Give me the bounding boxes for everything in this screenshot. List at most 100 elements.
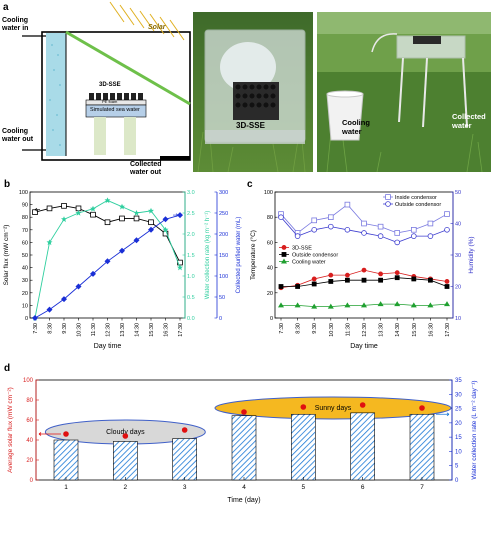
plot-frame bbox=[29, 191, 186, 319]
y-tick-label: 80 bbox=[22, 215, 28, 221]
cooling-water-out-label: Cooling water out bbox=[2, 128, 34, 143]
data-point bbox=[427, 302, 434, 308]
y-tick-label: 70 bbox=[22, 228, 28, 234]
y-tick-label: 20 bbox=[22, 291, 28, 297]
y-tick-label: 2.0 bbox=[187, 232, 195, 238]
y-tick-label: 100 bbox=[264, 190, 273, 196]
data-point bbox=[378, 271, 383, 277]
data-point bbox=[361, 220, 367, 227]
data-point bbox=[377, 233, 384, 239]
data-point bbox=[378, 277, 383, 283]
chart-b: b 7:30 8:30 9:30 10:30 11:30 12:30 13:30 14:30 15… bbox=[3, 179, 242, 350]
data-point bbox=[133, 210, 140, 216]
x-tick-label: 10:30 bbox=[329, 323, 335, 337]
x-tick-label: 8:30 bbox=[296, 323, 302, 334]
x-tick-label: 15:30 bbox=[149, 323, 155, 337]
y-tick-label: 15 bbox=[455, 435, 462, 441]
photo2-collected-label: Collected water bbox=[452, 112, 486, 130]
y-axis-label-rate: Water collection rate (L m⁻² day⁻¹) bbox=[471, 380, 478, 479]
data-point bbox=[104, 197, 111, 204]
x-tick-label: 3 bbox=[183, 484, 187, 491]
data-point bbox=[61, 296, 67, 303]
data-point bbox=[119, 215, 125, 222]
data-point bbox=[61, 216, 67, 223]
data-point bbox=[394, 239, 401, 246]
y-tick-label: 50 bbox=[455, 190, 461, 196]
data-point bbox=[344, 302, 351, 308]
y-tick-label: 100 bbox=[19, 190, 28, 196]
x-tick-label: 12:30 bbox=[362, 323, 368, 337]
bar bbox=[409, 413, 435, 481]
y-tick-label: 200 bbox=[219, 232, 228, 238]
x-tick-label: 11:30 bbox=[345, 323, 351, 336]
data-point bbox=[300, 404, 307, 410]
legend-marker bbox=[385, 201, 391, 207]
data-point bbox=[90, 205, 96, 212]
data-point bbox=[294, 302, 301, 308]
data-point bbox=[328, 223, 334, 230]
y-tick-label: 30 bbox=[455, 253, 461, 259]
data-point bbox=[419, 405, 425, 411]
data-point bbox=[75, 210, 82, 216]
data-point bbox=[394, 230, 401, 236]
data-point bbox=[444, 211, 450, 217]
data-point bbox=[327, 303, 334, 309]
x-tick-label: 16:30 bbox=[164, 323, 170, 337]
y-tick-label: 10 bbox=[22, 303, 28, 309]
data-point bbox=[90, 211, 96, 218]
data-point bbox=[61, 203, 67, 209]
y-tick-label: 35 bbox=[455, 378, 462, 384]
outdoor-setup-photo bbox=[317, 12, 491, 172]
y-tick-label: 10 bbox=[455, 316, 461, 322]
y-tick-label: 150 bbox=[219, 253, 228, 259]
sse-label: 3D-SSE bbox=[99, 82, 121, 88]
data-point bbox=[344, 201, 351, 208]
y-tick-label: 0.5 bbox=[187, 295, 195, 301]
data-point bbox=[162, 216, 169, 223]
x-tick-label: 5 bbox=[302, 484, 306, 491]
data-point bbox=[394, 301, 401, 307]
y-axis-label-temperature: Temperature (°C) bbox=[249, 230, 257, 280]
x-tick-label: 12:30 bbox=[106, 323, 112, 337]
arrow-indicator bbox=[38, 432, 61, 436]
pe-foam-label: PE foam bbox=[102, 99, 118, 104]
bar bbox=[113, 441, 138, 481]
data-point bbox=[328, 214, 334, 220]
bar bbox=[291, 413, 316, 481]
y-axis-label-humidity: Humidity (%) bbox=[468, 236, 475, 273]
data-point bbox=[148, 226, 154, 233]
annotation-cloudy: Cloudy days bbox=[106, 429, 145, 436]
x-tick-label: 7:30 bbox=[33, 323, 39, 334]
y-tick-label: 0 bbox=[30, 478, 34, 484]
y-tick-label: 0 bbox=[455, 478, 459, 484]
y-tick-label: 60 bbox=[26, 418, 33, 424]
data-point bbox=[148, 219, 154, 226]
legend-marker bbox=[281, 252, 287, 257]
x-tick-label: 9:30 bbox=[62, 323, 68, 334]
y-axis-label-water: Collected purified water (mL) bbox=[236, 217, 242, 294]
y-tick-label: 20 bbox=[267, 291, 273, 297]
data-point bbox=[328, 279, 334, 284]
data-point bbox=[311, 226, 317, 233]
x-tick-label: 11:30 bbox=[91, 323, 97, 336]
x-tick-label: 4 bbox=[242, 484, 246, 491]
y-tick-label: 60 bbox=[22, 240, 28, 246]
data-point bbox=[311, 303, 318, 309]
data-point bbox=[444, 226, 450, 233]
y-axis-label-solar: Average solar flux (mW cm⁻²) bbox=[7, 387, 14, 473]
legend-label: Outside condensor bbox=[292, 252, 338, 258]
x-tick-label: 7:30 bbox=[279, 323, 285, 334]
data-point bbox=[46, 306, 53, 313]
legend-label: 3D-SSE bbox=[292, 245, 312, 251]
x-tick-label: 17:30 bbox=[178, 323, 184, 337]
y-tick-label: 60 bbox=[267, 240, 273, 246]
data-point bbox=[444, 279, 450, 284]
data-point bbox=[427, 220, 434, 227]
y-tick-label: 20 bbox=[455, 421, 462, 427]
device-photo bbox=[193, 12, 313, 172]
y-tick-label: 80 bbox=[26, 398, 33, 404]
bar bbox=[350, 412, 375, 481]
x-tick-label: 14:30 bbox=[135, 323, 141, 337]
x-tick-label: 13:30 bbox=[379, 323, 385, 337]
y-tick-label: 3.0 bbox=[187, 190, 195, 196]
